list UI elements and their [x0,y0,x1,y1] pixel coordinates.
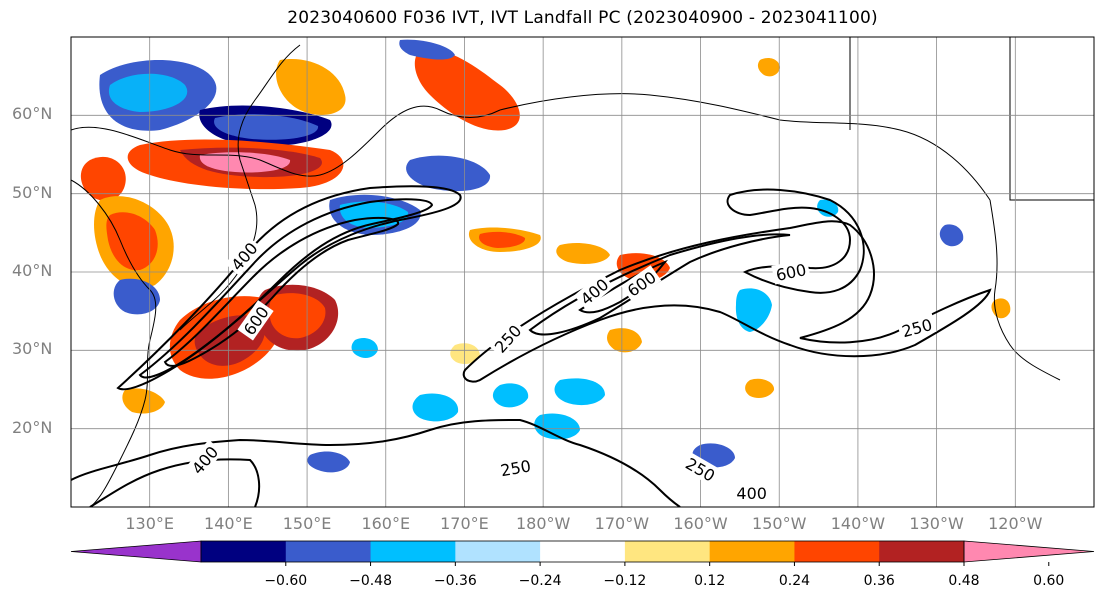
lon-tick-label: 160°W [673,514,728,533]
colorbar-tick-label: 0.48 [948,573,980,589]
contour-label-bg [488,318,527,358]
lat-tick-label: 20°N [12,417,53,437]
contour-250-south [71,418,681,507]
colorbar-bin [201,541,287,562]
contour-label: 400 [736,484,767,503]
colorbar-bin [370,541,456,562]
colorbar-bin [709,541,795,562]
contour-label-bg [237,300,274,341]
lon-tick-label: 170°W [594,514,650,533]
contour-label-bg [771,258,811,285]
colorbar-tick-label: 0.24 [778,573,811,589]
lon-tick-label: 130°E [125,514,175,533]
lon-tick-label: 140°W [830,514,886,533]
contour-600-loop [726,188,865,294]
lon-tick-label: 140°E [204,514,253,533]
colorbar-bin [794,541,880,562]
colorbar-bin [455,541,541,562]
colorbar-tick-label: −0.12 [603,573,647,589]
colorbar-bin [285,541,372,562]
colorbar-bin [540,541,626,562]
lat-tick-label: 50°N [12,182,53,202]
lat-tick-label: 60°N [12,104,53,124]
colorbar-frame [200,540,965,563]
colorbar-tick-label: 0.60 [1033,573,1065,589]
lon-tick-label: 150°E [282,514,332,533]
contour-label-bg [574,272,614,311]
contour-label-bg [680,451,722,487]
contour-600-west [163,216,399,367]
colorbar-bin [879,541,965,562]
colorbar-tick-label: −0.36 [433,573,477,589]
lon-tick-label: 180°W [515,514,571,533]
colorbar [70,540,1095,566]
lon-tick-label: 170°E [440,514,489,533]
colorbar-tick-label: 0.36 [863,573,895,589]
map-frame [70,36,1095,508]
lon-tick-label: 120°W [988,514,1043,533]
colorbar-tick-label: −0.24 [518,573,562,589]
contour-label-bg [496,454,535,480]
contour-label-bg [185,439,224,480]
colorbar-extend-max [963,540,1095,563]
lon-tick-label: 130°W [909,514,964,533]
contour-label-bg [621,265,662,302]
lon-tick-label: 160°E [361,514,411,533]
colorbar-tick-label: 0.12 [694,573,726,589]
map-title: 2023040600 F036 IVT, IVT Landfall PC (20… [287,8,878,28]
contour-400-east [528,233,791,336]
contour-label-bg [224,236,263,276]
colorbar-tick-label: −0.48 [349,573,392,589]
contour-label-bg [733,482,770,502]
lat-tick-label: 30°N [12,339,53,359]
colorbar-tick-label: −0.60 [264,573,308,589]
colorbar-extend-min [70,540,202,563]
colorbar-bin [624,541,711,562]
lat-tick-label: 40°N [12,261,53,280]
lon-tick-label: 150°W [752,514,807,533]
contour-label-bg [896,313,937,341]
contour-400-west [138,198,434,379]
